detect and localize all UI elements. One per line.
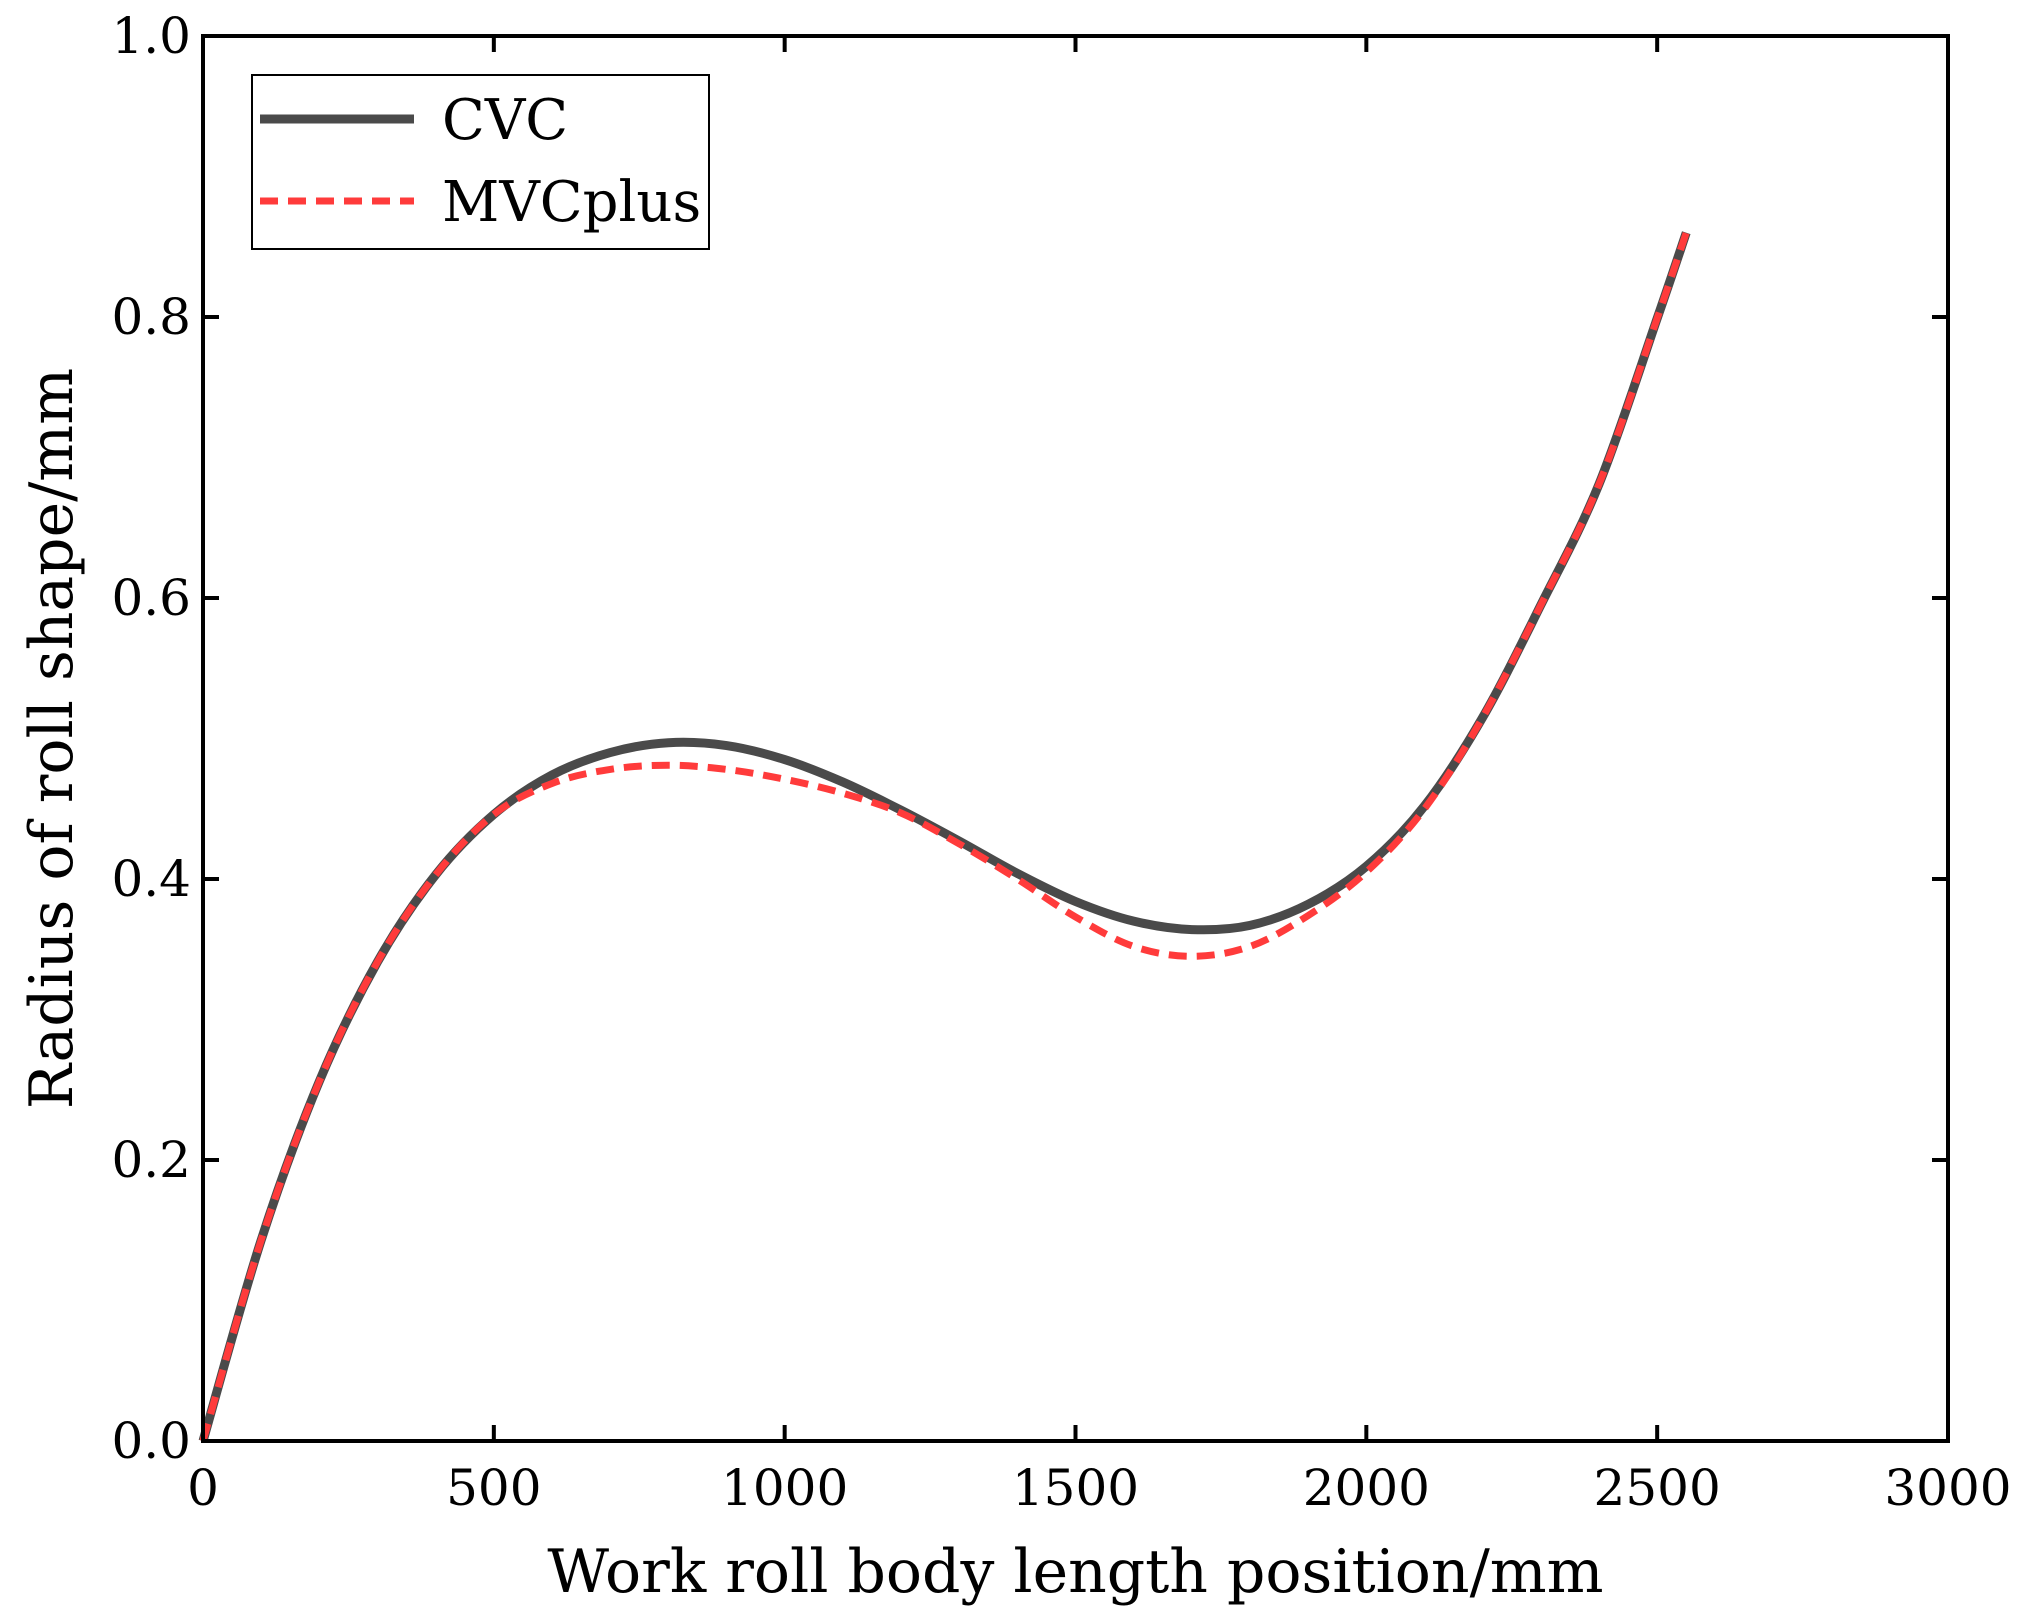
x-tick-label: 2000 xyxy=(1303,1459,1430,1517)
x-axis: 0 500 1000 1500 2000 2500 3000 xyxy=(187,36,2012,1517)
legend-box xyxy=(251,74,710,250)
legend-label-mvcplus: MVCplus xyxy=(442,170,701,235)
y-tick-label: 0.8 xyxy=(111,288,191,346)
x-tick-label: 3000 xyxy=(1884,1459,2011,1517)
x-axis-title: Work roll body length position/mm xyxy=(547,1537,1603,1607)
y-tick-label: 0.0 xyxy=(111,1412,191,1470)
x-tick-label: 500 xyxy=(446,1459,541,1517)
legend-label-cvc: CVC xyxy=(442,88,568,153)
x-tick-label: 2500 xyxy=(1594,1459,1721,1517)
y-tick-label: 0.4 xyxy=(111,850,191,908)
y-axis-title: Radius of roll shape/mm xyxy=(17,368,87,1109)
y-tick-label: 0.6 xyxy=(111,569,191,627)
y-tick-label: 0.2 xyxy=(111,1131,191,1189)
y-tick-label: 1.0 xyxy=(111,7,191,65)
x-tick-label: 0 xyxy=(187,1459,219,1517)
plot-frame xyxy=(201,34,1950,1443)
x-tick-label: 1000 xyxy=(721,1459,848,1517)
y-axis: 0.0 0.2 0.4 0.6 0.8 1.0 xyxy=(111,7,1948,1470)
series-line-mvcplus xyxy=(199,231,1690,1442)
legend: CVC MVCplus xyxy=(251,74,710,250)
x-tick-label: 1500 xyxy=(1012,1459,1139,1517)
plot-area xyxy=(198,231,1691,1443)
